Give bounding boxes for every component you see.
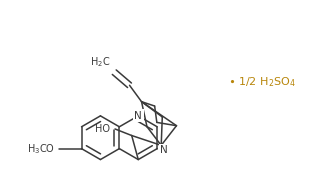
Text: HO: HO xyxy=(95,124,110,134)
Text: N: N xyxy=(160,145,168,155)
Text: H$_2$C: H$_2$C xyxy=(90,55,110,69)
Text: N: N xyxy=(134,111,142,121)
Text: H$_3$CO: H$_3$CO xyxy=(28,142,55,156)
Text: $\bullet$ 1/2 H$_2$SO$_4$: $\bullet$ 1/2 H$_2$SO$_4$ xyxy=(228,75,295,89)
